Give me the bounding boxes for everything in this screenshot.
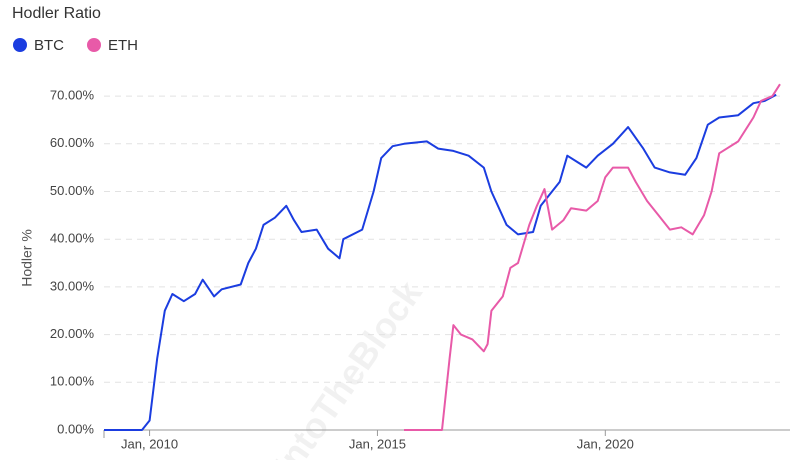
- y-tick-label: 60.00%: [50, 135, 95, 150]
- line-btc: [104, 93, 777, 431]
- y-tick-label: 10.00%: [50, 374, 95, 389]
- y-tick-label: 30.00%: [50, 278, 95, 293]
- x-tick-label: Jan, 2020: [577, 436, 634, 451]
- legend-marker: [13, 38, 27, 52]
- legend-label: ETH: [108, 37, 138, 54]
- y-tick-label: 40.00%: [50, 231, 95, 246]
- y-tick-label: 70.00%: [50, 88, 95, 103]
- x-tick-label: Jan, 2015: [349, 436, 406, 451]
- y-axis-label: Hodler %: [19, 229, 35, 287]
- legend-marker: [87, 38, 101, 52]
- line-eth: [404, 83, 781, 431]
- watermark: IntoTheBlock: [265, 272, 430, 460]
- chart-title: Hodler Ratio: [12, 5, 101, 22]
- legend-label: BTC: [34, 37, 64, 54]
- y-tick-label: 20.00%: [50, 326, 95, 341]
- y-tick-label: 50.00%: [50, 183, 95, 198]
- legend: BTC ETH: [13, 37, 138, 54]
- y-tick-label: 0.00%: [57, 421, 94, 436]
- x-tick-label: Jan, 2010: [121, 436, 178, 451]
